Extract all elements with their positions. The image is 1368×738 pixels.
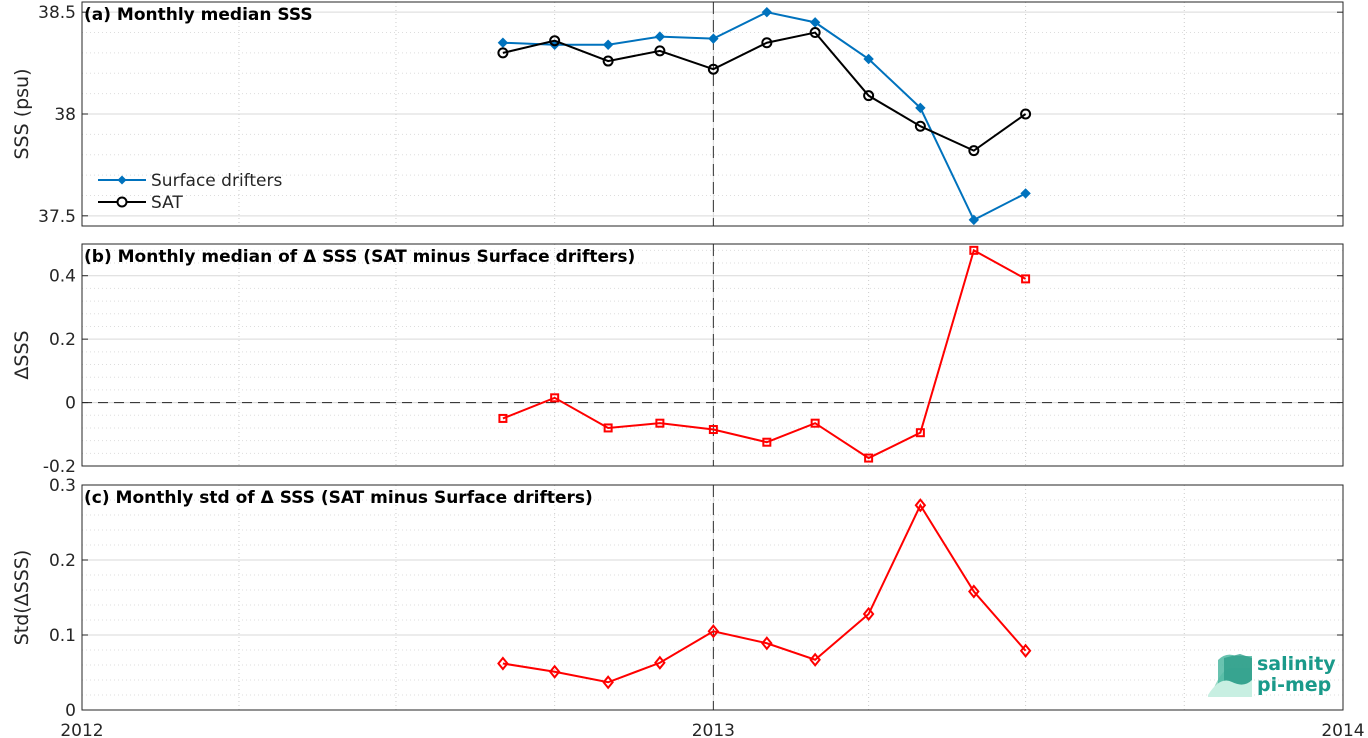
salinity-pi-mep-logo: salinity pi-mep <box>1208 653 1336 697</box>
y-tick-label: 0 <box>65 394 76 414</box>
data-point <box>498 413 508 423</box>
x-tick-label: 2012 <box>60 721 103 738</box>
axes-box <box>81 484 1344 711</box>
series-line <box>502 31 1027 152</box>
panel-title: (b) Monthly median of Δ SSS (SAT minus S… <box>84 247 635 267</box>
y-tick-label: 37.5 <box>38 207 76 227</box>
data-point <box>761 636 773 651</box>
y-tick-label: 0.1 <box>49 626 76 646</box>
data-point <box>1020 108 1032 120</box>
data-point <box>497 37 509 48</box>
y-axis-label: ΔSSS <box>11 330 33 379</box>
y-tick-label: 0.2 <box>49 330 76 350</box>
data-point <box>602 675 614 690</box>
legend-marker <box>116 196 128 208</box>
panel-title: (a) Monthly median SSS <box>84 5 313 25</box>
data-point <box>968 584 980 599</box>
series-sat <box>497 27 1032 157</box>
data-point <box>654 655 666 670</box>
panel-c: 0 0.1 0.2 0.3 2012 2013 2014 Std(ΔSSS) (c) Month… <box>11 476 1365 738</box>
data-point <box>864 453 874 463</box>
x-tick-label: 2013 <box>692 721 735 738</box>
data-point <box>968 145 980 157</box>
data-point <box>654 31 666 42</box>
panel-title: (c) Monthly std of Δ SSS (SAT minus Surf… <box>84 488 593 508</box>
series-line <box>497 498 1032 690</box>
data-point <box>548 664 561 679</box>
y-axis-label: SSS (psu) <box>11 68 33 159</box>
series-surface-drifters <box>497 6 1031 226</box>
logo-text-line1: salinity <box>1257 653 1336 675</box>
series-line <box>502 503 1027 684</box>
data-point <box>1019 643 1032 658</box>
y-tick-label: 38 <box>54 105 76 125</box>
y-tick-label: 0.2 <box>49 551 76 571</box>
data-point <box>602 55 614 67</box>
axes-box <box>81 243 1344 467</box>
x-tick-label: 2014 <box>1321 721 1364 738</box>
legend-label: Surface drifters <box>151 171 282 191</box>
data-point <box>1020 188 1031 199</box>
y-tick-label: 38.5 <box>38 3 76 23</box>
data-point <box>762 437 772 447</box>
grid-lines <box>81 2 1343 226</box>
data-point <box>761 6 773 18</box>
data-point <box>603 423 613 433</box>
series-line <box>498 245 1031 463</box>
data-point <box>863 53 874 65</box>
data-point <box>809 17 821 28</box>
grid-lines <box>81 484 1343 711</box>
data-point <box>810 418 820 428</box>
data-point <box>602 39 614 50</box>
data-point <box>549 35 561 47</box>
data-point <box>915 428 925 438</box>
data-point <box>497 47 509 59</box>
data-point <box>655 418 665 428</box>
panel-a: 37.5 38 38.5 SSS (psu) (a) Monthly median SS… <box>11 1 1344 227</box>
data-point <box>708 33 719 44</box>
data-point <box>809 27 821 39</box>
data-point <box>863 90 875 102</box>
y-tick-label: 0 <box>65 701 76 721</box>
legend-marker <box>117 175 127 185</box>
logo-mark-icon <box>1208 654 1252 697</box>
data-point <box>1021 274 1031 284</box>
legend-label: SAT <box>151 193 183 213</box>
data-point <box>761 37 773 49</box>
y-axis-label: Std(ΔSSS) <box>11 550 33 646</box>
data-point <box>969 245 979 255</box>
logo-text-line2: pi-mep <box>1257 674 1331 696</box>
data-point <box>914 120 926 132</box>
data-point <box>497 656 509 671</box>
data-point <box>707 63 719 75</box>
data-point <box>707 624 720 639</box>
data-point <box>914 498 927 513</box>
data-point <box>968 214 980 226</box>
data-point <box>862 606 875 622</box>
panel-b: -0.2 0 0.2 0.4 ΔSSS (b) Monthly median of Δ S… <box>11 243 1344 477</box>
series-line <box>502 248 1027 460</box>
y-tick-label: 0.3 <box>49 476 76 496</box>
y-tick-label: 0.4 <box>49 267 76 287</box>
data-point <box>915 102 926 114</box>
data-point <box>654 45 666 57</box>
data-point <box>809 652 821 667</box>
data-point <box>708 425 718 435</box>
data-point <box>550 393 560 403</box>
y-tick-label: -0.2 <box>43 457 76 477</box>
